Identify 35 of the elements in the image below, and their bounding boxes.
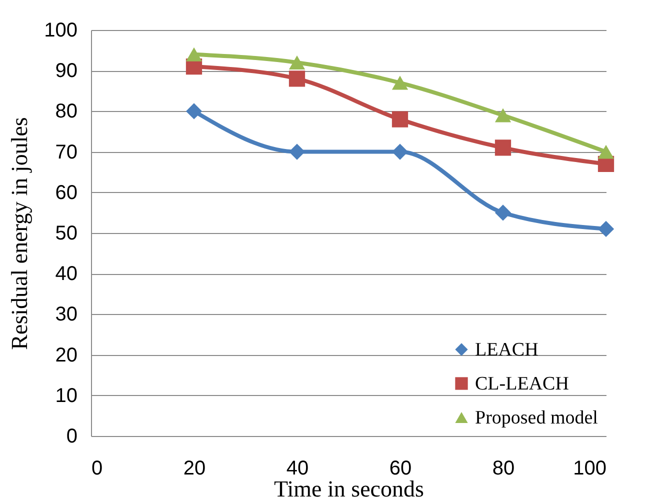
point	[392, 144, 408, 160]
point	[598, 144, 614, 159]
y-tick-label: 10	[55, 384, 78, 407]
x-tick-label: 0	[92, 458, 103, 480]
point	[392, 76, 408, 90]
legend-label: LEACH	[475, 340, 539, 360]
y-tick-label: 20	[55, 344, 78, 366]
y-tick-label: 0	[66, 426, 78, 448]
x-tick-label: 20	[183, 458, 206, 480]
point	[494, 140, 512, 156]
point	[392, 111, 408, 128]
point	[598, 220, 614, 237]
point	[288, 56, 306, 70]
y-tick-label: 40	[55, 263, 78, 286]
y-axis-title: Residual energy in joules	[7, 117, 32, 350]
point	[288, 70, 306, 87]
y-tick-label: 50	[55, 222, 78, 244]
point	[186, 47, 202, 62]
x-tick-label: 40	[286, 458, 309, 480]
x-axis-title: Time in seconds	[274, 476, 424, 502]
y-tick-label: 90	[55, 60, 78, 82]
point	[494, 108, 512, 122]
y-tick-label: 100	[44, 20, 78, 42]
y-tick-label: 60	[55, 182, 78, 204]
point	[186, 103, 202, 120]
x-tick-label: 60	[389, 458, 412, 480]
point	[494, 204, 512, 221]
x-tick-label: 80	[492, 458, 515, 480]
legend-label: CL-LEACH	[475, 374, 570, 394]
y-tick-label: 80	[55, 100, 78, 123]
y-tick-label: 30	[55, 304, 78, 326]
point	[288, 144, 306, 160]
x-tick-label: 100	[573, 458, 606, 480]
legend-label: Proposed model	[475, 408, 598, 428]
y-tick-label: 70	[55, 141, 78, 164]
